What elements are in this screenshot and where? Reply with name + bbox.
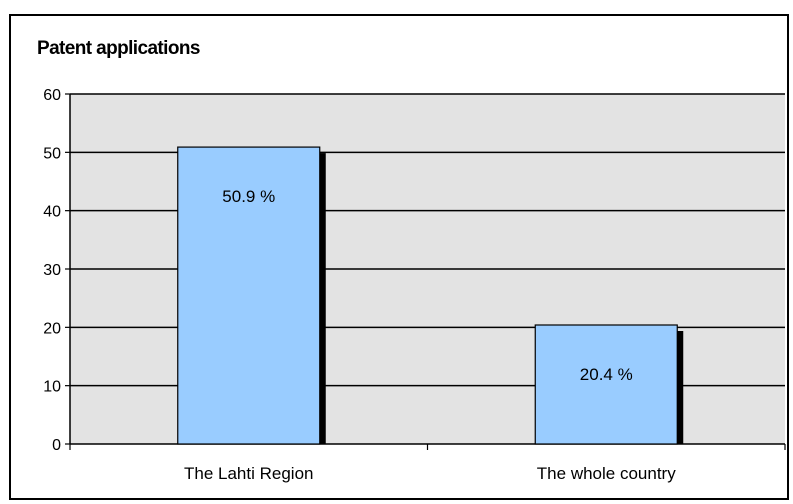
category-label: The whole country <box>537 464 676 483</box>
y-tick-label: 30 <box>43 262 61 279</box>
y-tick-label: 0 <box>52 437 61 454</box>
chart-title: Patent applications <box>37 38 200 59</box>
bar <box>534 324 678 445</box>
category-label: The Lahti Region <box>184 464 313 483</box>
y-tick-label: 40 <box>43 204 61 221</box>
y-tick-label: 10 <box>43 379 61 396</box>
bar <box>177 146 321 445</box>
y-tick-label: 20 <box>43 320 61 337</box>
y-tick-label: 60 <box>43 87 61 104</box>
data-label: 20.4 % <box>580 365 633 384</box>
data-label: 50.9 % <box>222 187 275 206</box>
y-tick-label: 50 <box>43 145 61 162</box>
